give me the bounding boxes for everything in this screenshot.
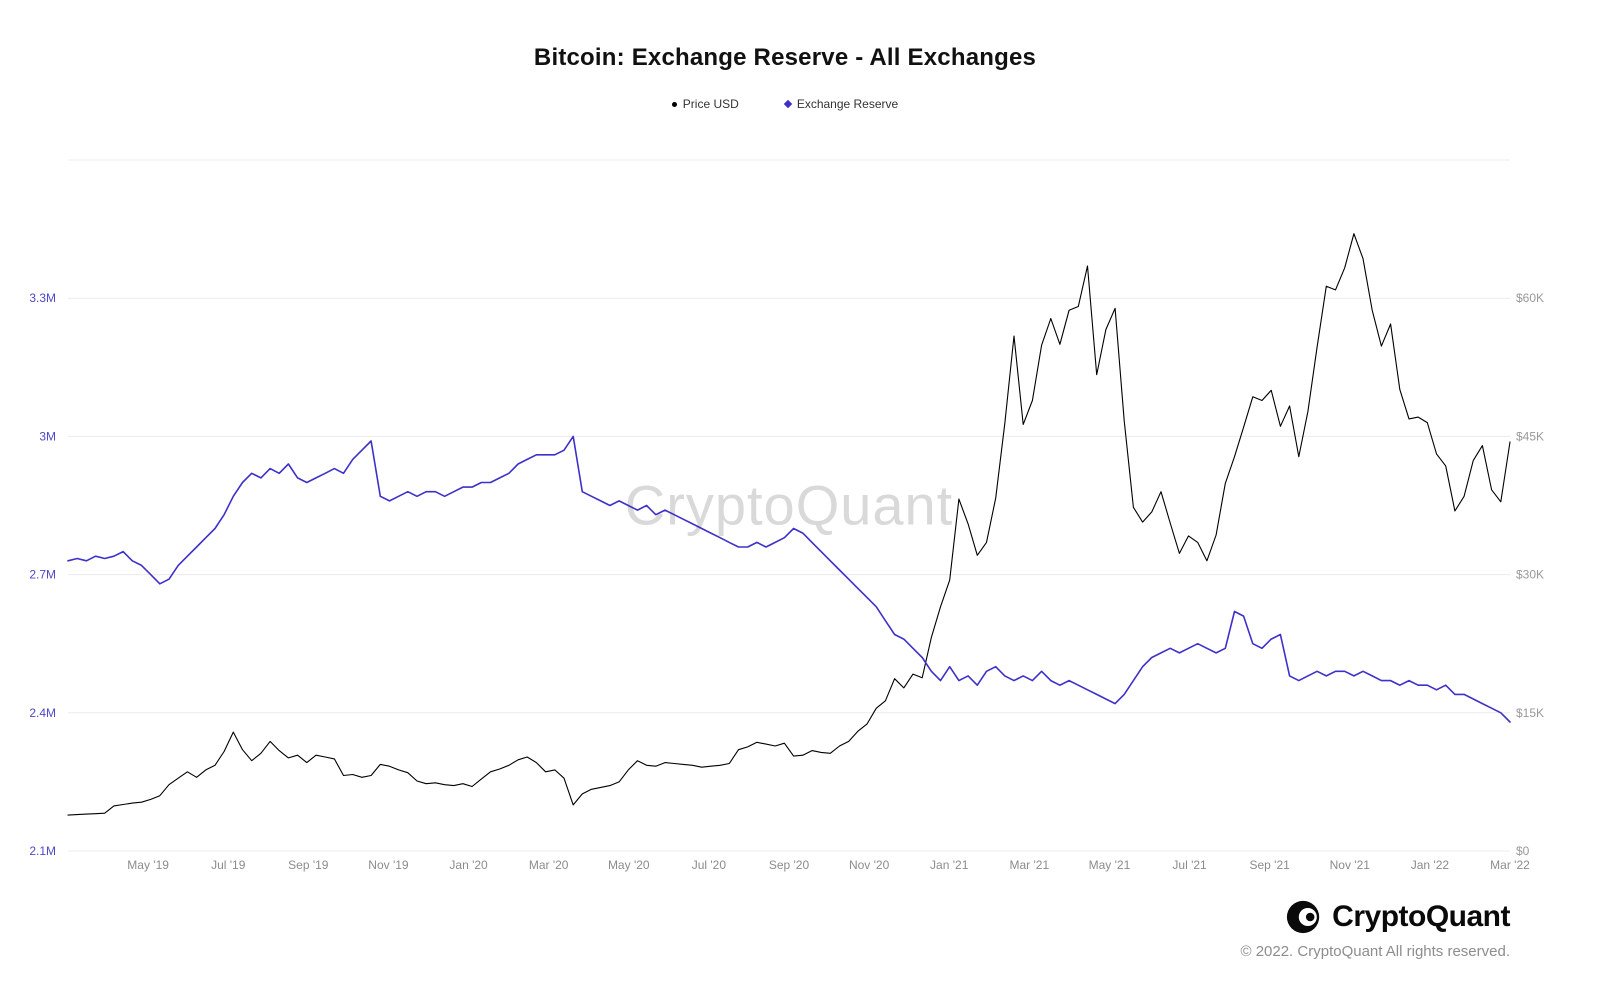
- price-usd-dot-icon: [671, 101, 677, 107]
- x-axis-label: Nov '21: [1330, 858, 1371, 872]
- y-axis-label-left: 3.3M: [29, 291, 56, 305]
- x-axis-label: Mar '20: [529, 858, 569, 872]
- x-axis-label: May '21: [1089, 858, 1131, 872]
- chart-legend: Price USD Exchange Reserve: [0, 97, 1570, 111]
- x-axis-label: Jul '21: [1172, 858, 1207, 872]
- legend-item-price-usd[interactable]: Price USD: [671, 97, 739, 111]
- price-usd-line: [67, 233, 1511, 816]
- legend-label-exchange-reserve: Exchange Reserve: [796, 97, 899, 111]
- y-axis-label-right: $60K: [1516, 291, 1544, 305]
- x-axis-label: Sep '19: [288, 858, 329, 872]
- cryptoquant-watermark: CryptoQuant: [624, 473, 954, 537]
- cryptoquant-logo-icon: [1287, 900, 1320, 934]
- y-axis-label-left: 2.1M: [29, 844, 56, 858]
- footer: CryptoQuant © 2022. CryptoQuant All righ…: [1240, 898, 1510, 960]
- x-axis-label: Jan '20: [449, 858, 488, 872]
- x-axis-label: Mar '21: [1010, 858, 1050, 872]
- brand-name: CryptoQuant: [1332, 900, 1510, 933]
- x-axis-label: Mar '22: [1490, 858, 1530, 872]
- x-axis-label: Jan '22: [1411, 858, 1450, 872]
- y-axis-label-right: $30K: [1516, 568, 1544, 582]
- x-axis-label: Jul '19: [211, 858, 246, 872]
- x-axis-label: May '19: [127, 858, 169, 872]
- x-axis-label: Sep '21: [1250, 858, 1291, 872]
- legend-label-price-usd: Price USD: [682, 97, 739, 111]
- y-axis-label-right: $0: [1516, 844, 1530, 858]
- x-axis-label: Jul '20: [692, 858, 727, 872]
- y-axis-label-left: 2.4M: [29, 706, 56, 720]
- y-axis-label-right: $15K: [1516, 706, 1544, 720]
- x-axis-label: May '20: [608, 858, 650, 872]
- exchange-reserve-line: [67, 435, 1511, 723]
- copyright-text: © 2022. CryptoQuant All rights reserved.: [1240, 943, 1510, 960]
- x-axis-label: Nov '19: [368, 858, 409, 872]
- chart-title: Bitcoin: Exchange Reserve - All Exchange…: [533, 44, 1037, 71]
- y-axis-label-left: 2.7M: [29, 568, 56, 582]
- brand-row: CryptoQuant: [1240, 898, 1510, 936]
- x-axis-label: Jan '21: [930, 858, 969, 872]
- x-axis-label: Sep '20: [769, 858, 810, 872]
- y-axis-label-right: $45K: [1516, 429, 1544, 443]
- y-axis-label-left: 3M: [39, 429, 56, 443]
- x-axis-label: Nov '20: [849, 858, 890, 872]
- legend-item-exchange-reserve[interactable]: Exchange Reserve: [783, 97, 899, 111]
